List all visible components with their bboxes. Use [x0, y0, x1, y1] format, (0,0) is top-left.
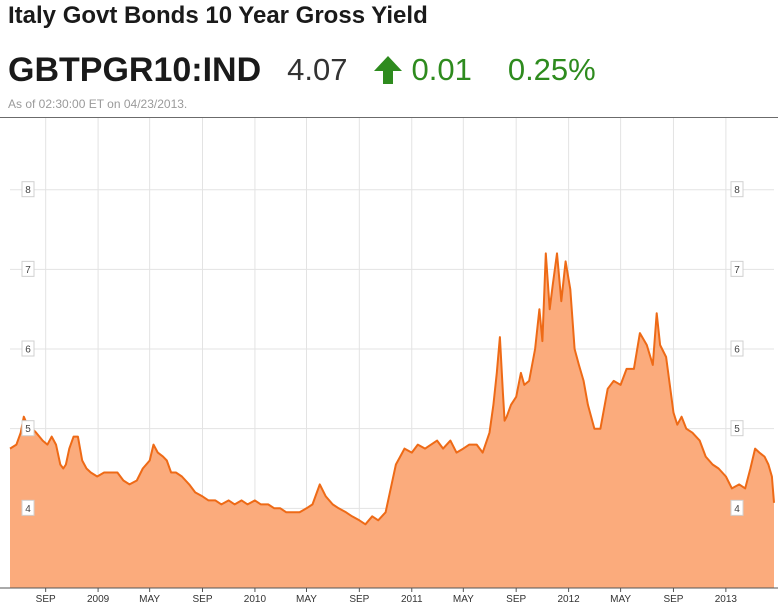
x-tick-label: MAY — [139, 594, 160, 605]
y-tick-label-left: 4 — [25, 504, 31, 515]
y-tick-label-box — [730, 181, 744, 198]
page-title: Italy Govt Bonds 10 Year Gross Yield — [8, 2, 428, 29]
y-tick-label-box — [21, 181, 35, 198]
x-tick-label: SEP — [36, 594, 56, 605]
x-tick-label: 2010 — [244, 594, 267, 605]
y-tick-label-box — [730, 420, 744, 437]
as-of-timestamp: As of 02:30:00 ET on 04/23/2013. — [8, 97, 188, 111]
x-tick-label: SEP — [349, 594, 369, 605]
up-arrow-icon — [374, 56, 403, 84]
price-change: 0.01 — [411, 52, 472, 87]
y-tick-label-right: 4 — [734, 504, 740, 515]
quote-row: GBTPGR10:IND 4.07 0.01 0.25% — [8, 50, 596, 90]
y-tick-label-left: 7 — [25, 265, 31, 276]
x-tick-label: 2012 — [557, 594, 580, 605]
y-tick-label-box — [21, 340, 35, 357]
header-divider — [0, 117, 778, 118]
x-tick-label: 2011 — [401, 594, 423, 605]
x-tick-label: MAY — [453, 594, 474, 605]
y-tick-label-right: 5 — [734, 424, 740, 435]
x-tick-label: SEP — [506, 594, 526, 605]
y-tick-label-box — [730, 340, 744, 357]
y-tick-label-box — [21, 499, 35, 516]
y-tick-label-right: 7 — [734, 265, 740, 276]
y-tick-label-box — [21, 420, 35, 437]
y-tick-label-left: 5 — [25, 424, 31, 435]
series-line — [9, 252, 775, 526]
last-price: 4.07 — [287, 52, 348, 87]
percent-change: 0.25% — [507, 52, 596, 87]
y-tick-label-box — [730, 499, 744, 516]
x-tick-label: SEP — [663, 594, 683, 605]
y-tick-label-right: 6 — [734, 345, 740, 356]
yield-chart: 4 4 5 5 6 6 7 7 8 8 SEP 2009 MAY SEP 2010 MAY SEP 2011 MAY… — [0, 118, 778, 605]
x-tick-label: 2009 — [87, 594, 110, 605]
x-tick-label: SEP — [192, 594, 212, 605]
series-area — [10, 253, 774, 588]
y-tick-label-left: 8 — [25, 185, 31, 196]
x-tick-label: MAY — [610, 594, 631, 605]
y-tick-label-right: 8 — [734, 185, 740, 196]
y-tick-label-box — [21, 260, 35, 277]
y-tick-label-box — [730, 260, 744, 277]
ticker-symbol: GBTPGR10:IND — [8, 50, 262, 89]
y-tick-label-left: 6 — [25, 345, 31, 356]
x-tick-label: MAY — [296, 594, 317, 605]
x-tick-label: 2013 — [715, 594, 738, 605]
